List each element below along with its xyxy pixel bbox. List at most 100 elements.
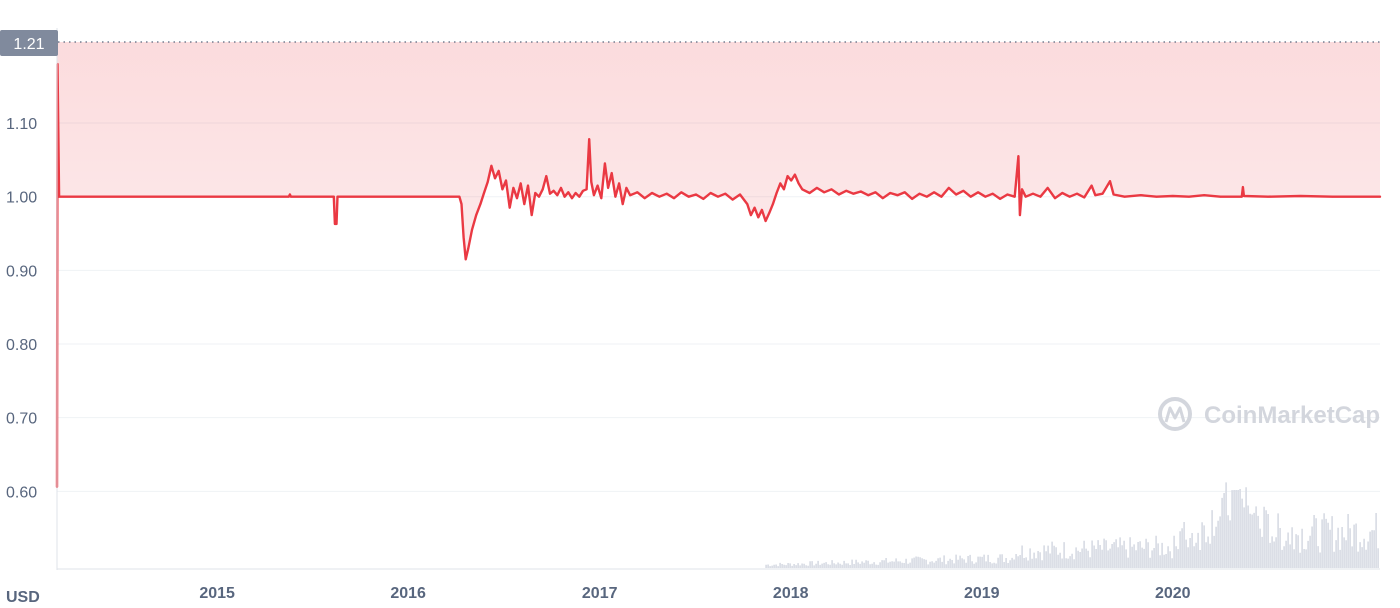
price-point: [58, 196, 60, 198]
price-point: [816, 187, 818, 189]
price-point: [509, 207, 511, 209]
price-point: [560, 187, 562, 189]
price-point: [1332, 196, 1334, 198]
price-point: [467, 247, 469, 249]
price-point: [875, 191, 877, 193]
price-point: [578, 196, 580, 198]
price-point: [483, 192, 485, 194]
price-point: [1140, 194, 1142, 196]
price-point: [644, 197, 646, 199]
price-point: [882, 197, 884, 199]
price-point: [593, 194, 595, 196]
price-point: [992, 193, 994, 195]
price-point: [556, 194, 558, 196]
price-point: [637, 191, 639, 193]
price-point: [290, 196, 292, 198]
price-point: [513, 187, 515, 189]
price-point: [1243, 195, 1245, 197]
price-point: [1379, 196, 1381, 198]
price-point: [1054, 197, 1056, 199]
price-point: [985, 196, 987, 198]
price-point: [542, 188, 544, 190]
price-point: [695, 194, 697, 196]
price-point: [575, 192, 577, 194]
price-point: [475, 214, 477, 216]
price-point: [604, 163, 606, 165]
price-point: [567, 191, 569, 193]
price-point: [597, 185, 599, 187]
price-point: [717, 196, 719, 198]
price-point: [289, 194, 291, 196]
coinmarketcap-watermark: CoinMarketCap: [1160, 399, 1380, 429]
price-point: [904, 191, 906, 193]
price-point: [941, 196, 943, 198]
price-point: [1025, 196, 1027, 198]
price-point: [1047, 187, 1049, 189]
price-point: [1076, 193, 1078, 195]
price-point: [702, 198, 704, 200]
price-point: [480, 203, 482, 205]
price-point: [491, 165, 493, 167]
volume-histogram: [766, 482, 1378, 568]
price-point: [1113, 194, 1115, 196]
price-point: [505, 180, 507, 182]
price-point: [1241, 196, 1243, 198]
price-point: [549, 193, 551, 195]
price-point: [1007, 194, 1009, 196]
price-point: [545, 175, 547, 177]
y-tick-label: 0.60: [6, 484, 37, 501]
price-point: [845, 190, 847, 192]
price-point: [502, 188, 504, 190]
price-point: [571, 197, 573, 199]
price-point: [919, 193, 921, 195]
price-point: [860, 191, 862, 193]
price-point: [1032, 193, 1034, 195]
x-tick-label: 2017: [582, 585, 618, 602]
price-point: [523, 203, 525, 205]
volume-bars: [766, 482, 1378, 568]
price-point: [680, 191, 682, 193]
price-point: [618, 183, 620, 185]
price-point: [809, 192, 811, 194]
price-point: [831, 188, 833, 190]
price-point: [768, 212, 770, 214]
price-point: [531, 214, 533, 216]
price-point: [783, 188, 785, 190]
price-point: [732, 199, 734, 201]
price-point: [516, 197, 518, 199]
price-area: [57, 42, 1380, 487]
price-point: [607, 187, 609, 189]
price-point: [1300, 195, 1302, 197]
price-point: [659, 196, 661, 198]
x-tick-label: 2016: [390, 585, 426, 602]
price-point: [1203, 194, 1205, 196]
price-point: [867, 194, 869, 196]
price-point: [1040, 196, 1042, 198]
x-tick-label: 2018: [773, 585, 809, 602]
price-point: [779, 183, 781, 185]
price-point: [553, 190, 555, 192]
price-point: [688, 196, 690, 198]
currency-unit-label: USD: [6, 589, 40, 606]
price-point: [590, 181, 592, 183]
price-point: [798, 183, 800, 185]
price-point: [1242, 186, 1244, 188]
y-tick-label: 1.10: [6, 116, 37, 133]
price-point: [1094, 194, 1096, 196]
price-point: [1102, 193, 1104, 195]
price-point: [611, 172, 613, 174]
price-point: [772, 203, 774, 205]
x-axis-ticks: 2015 2016 2017 2018 2019 2020: [199, 585, 1190, 602]
price-point: [999, 198, 1001, 200]
price-point: [1220, 196, 1222, 198]
price-point: [1091, 185, 1093, 187]
y-tick-label: 1.00: [6, 190, 37, 207]
price-point: [1014, 196, 1016, 198]
price-point: [897, 194, 899, 196]
price-point: [494, 177, 496, 179]
price-point: [564, 196, 566, 198]
price-point: [527, 185, 529, 187]
price-point: [673, 197, 675, 199]
price-point: [337, 196, 339, 198]
price-point: [801, 188, 803, 190]
